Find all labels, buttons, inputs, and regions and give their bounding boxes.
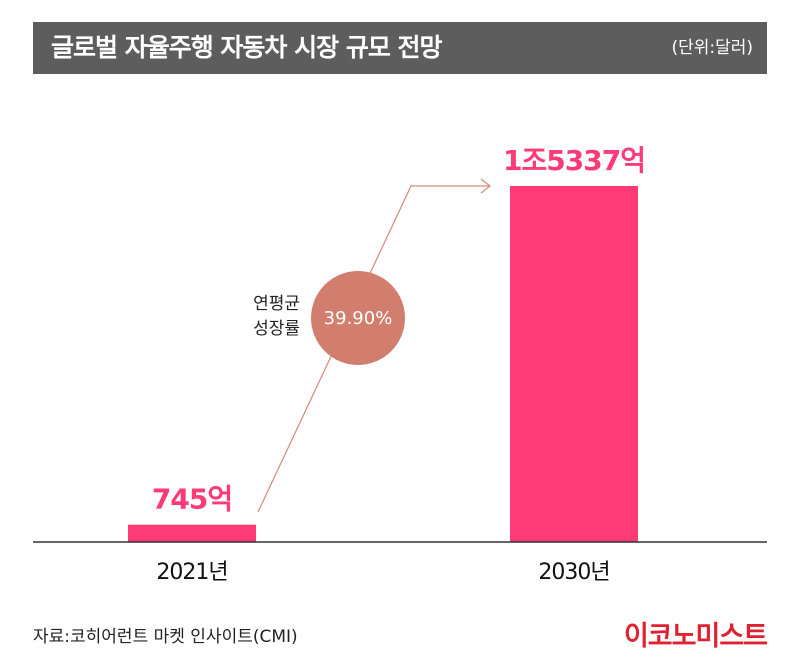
growth-arrow-line [257,185,490,513]
publisher-logo: 이코노미스트 [623,621,768,652]
unit-label: (단위:달러) [671,38,753,58]
value-label-2: 1조5337억 [503,144,645,177]
value-label-1: 745억 [152,483,232,516]
bars-group [128,186,638,542]
growth-arrow-head [480,178,491,194]
bar-1 [128,524,256,542]
chart-title: 글로벌 자율주행 자동차 시장 규모 전망 [51,33,443,62]
growth-rate-value: 39.90% [324,308,393,329]
title-bar: 글로벌 자율주행 자동차 시장 규모 전망 (단위:달러) [33,22,767,74]
growth-annotation: 39.90% 연평균 성장률 [253,178,491,513]
source-note: 자료:코히어런트 마켓 인사이트(CMI) [33,627,298,647]
labels-group: 745억 2021년 1조5337억 2030년 [152,144,646,585]
bar-2 [510,186,638,542]
category-label-2: 2030년 [538,560,609,585]
growth-label-line1: 연평균 [253,294,300,314]
category-label-1: 2021년 [156,560,227,585]
growth-label-line2: 성장률 [253,319,300,339]
growth-rate-badge [311,271,405,365]
